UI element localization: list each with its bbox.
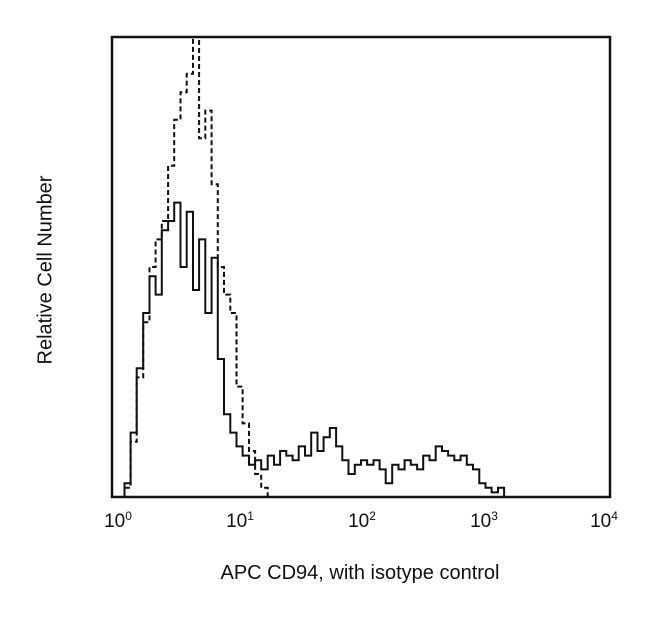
cd94-histogram (118, 201, 506, 498)
x-tick-label: 100 (104, 509, 132, 532)
isotype-control-histogram (118, 36, 269, 498)
x-tick-label: 101 (226, 509, 254, 532)
x-tick-label: 104 (590, 509, 618, 532)
x-axis-label: APC CD94, with isotype control (220, 562, 500, 584)
y-axis-label: Relative Cell Number (34, 175, 57, 365)
x-tick-label: 102 (348, 509, 376, 532)
x-tick-label: 103 (470, 509, 498, 532)
plot-frame (110, 35, 612, 499)
